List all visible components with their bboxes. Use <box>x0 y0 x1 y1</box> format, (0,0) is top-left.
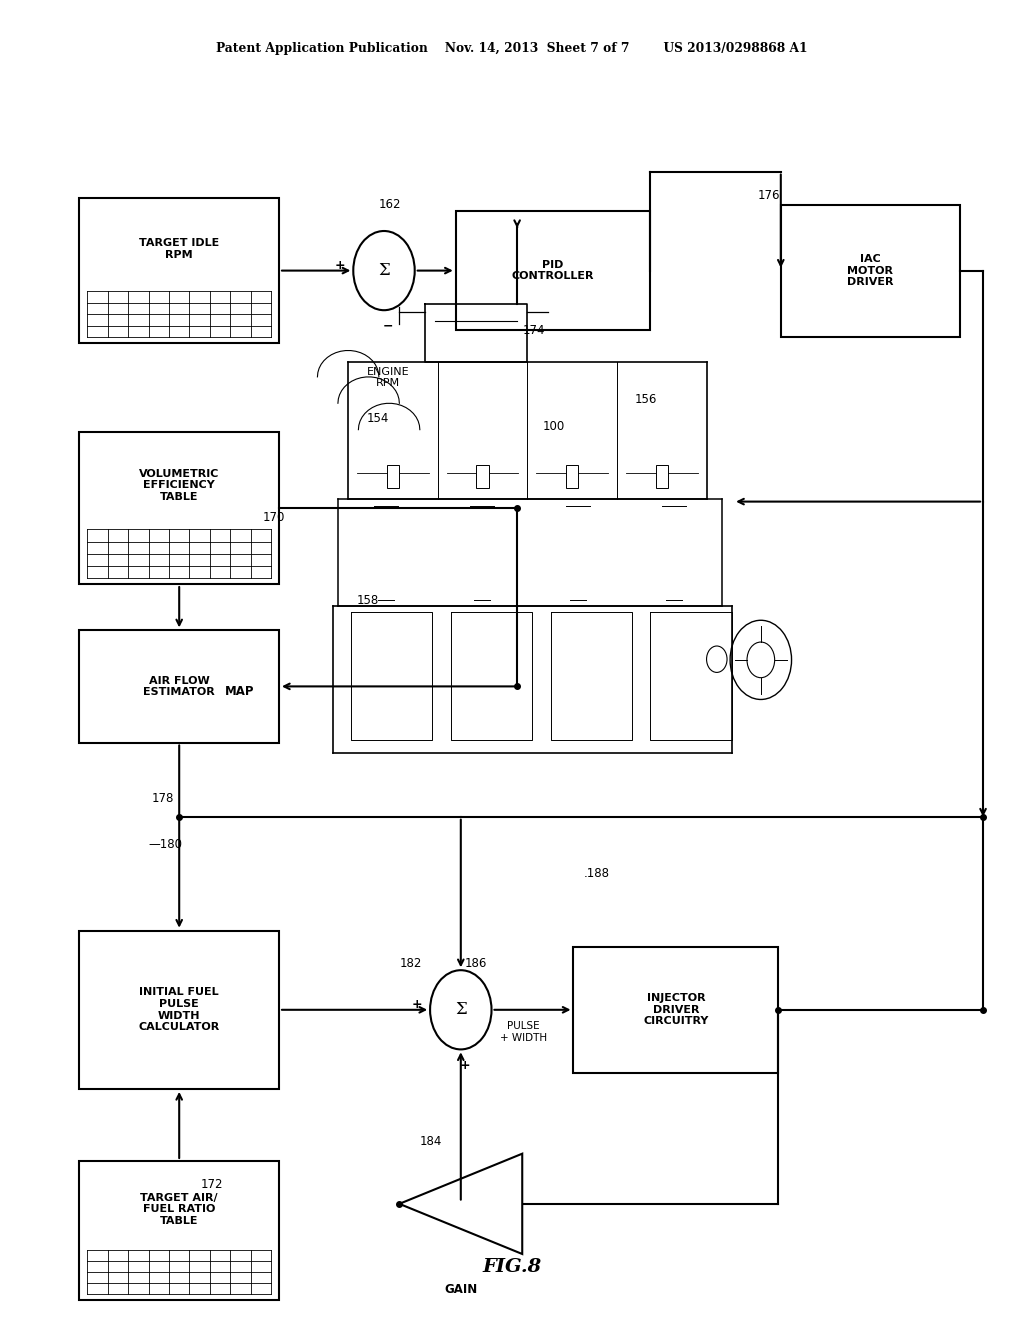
Text: +: + <box>412 998 422 1011</box>
Circle shape <box>353 231 415 310</box>
Text: PID
CONTROLLER: PID CONTROLLER <box>512 260 594 281</box>
Bar <box>79 1162 279 1299</box>
Text: Σ: Σ <box>455 1002 467 1018</box>
Text: TARGET AIR/
FUEL RATIO
TABLE: TARGET AIR/ FUEL RATIO TABLE <box>140 1193 218 1226</box>
Text: FIG.8: FIG.8 <box>482 1258 542 1276</box>
Bar <box>573 948 778 1072</box>
Text: INJECTOR
DRIVER
CIRCUITRY: INJECTOR DRIVER CIRCUITRY <box>643 993 709 1027</box>
Text: 162: 162 <box>379 198 401 211</box>
Polygon shape <box>399 1154 522 1254</box>
Text: ENGINE
RPM: ENGINE RPM <box>367 367 410 388</box>
Text: 176: 176 <box>758 189 780 202</box>
Bar <box>387 465 399 488</box>
Text: 172: 172 <box>201 1177 223 1191</box>
Text: +: + <box>460 1059 470 1072</box>
Text: 186: 186 <box>465 957 487 970</box>
Bar <box>655 465 668 488</box>
Bar <box>79 631 279 742</box>
Text: —180: —180 <box>148 838 182 851</box>
Text: 174: 174 <box>522 323 545 337</box>
Text: TARGET IDLE
RPM: TARGET IDLE RPM <box>139 238 219 260</box>
Text: .188: .188 <box>584 867 609 880</box>
Text: IAC
MOTOR
DRIVER: IAC MOTOR DRIVER <box>847 253 894 288</box>
Bar <box>476 465 488 488</box>
Text: 182: 182 <box>399 957 422 970</box>
Text: 178: 178 <box>152 792 174 805</box>
Text: −: − <box>383 319 393 333</box>
Text: Patent Application Publication    Nov. 14, 2013  Sheet 7 of 7        US 2013/029: Patent Application Publication Nov. 14, … <box>216 42 808 55</box>
Bar <box>79 931 279 1089</box>
Text: 184: 184 <box>420 1135 442 1148</box>
Bar <box>323 304 835 792</box>
Bar <box>79 198 279 343</box>
Bar <box>79 433 279 583</box>
Circle shape <box>430 970 492 1049</box>
Text: VOLUMETRIC
EFFICIENCY
TABLE: VOLUMETRIC EFFICIENCY TABLE <box>139 469 219 502</box>
Text: +: + <box>335 259 345 272</box>
Text: 154: 154 <box>367 412 389 425</box>
Text: PULSE
+ WIDTH: PULSE + WIDTH <box>500 1022 547 1043</box>
Text: GAIN: GAIN <box>444 1283 477 1296</box>
Text: 170: 170 <box>262 511 285 524</box>
Text: INITIAL FUEL
PULSE
WIDTH
CALCULATOR: INITIAL FUEL PULSE WIDTH CALCULATOR <box>138 987 220 1032</box>
Text: 158: 158 <box>356 594 379 607</box>
Bar <box>566 465 579 488</box>
Text: MAP: MAP <box>224 685 254 698</box>
Text: AIR FLOW
ESTIMATOR: AIR FLOW ESTIMATOR <box>143 676 215 697</box>
Bar <box>780 205 961 337</box>
Text: Σ: Σ <box>378 263 390 279</box>
Text: 100: 100 <box>543 420 565 433</box>
Text: 156: 156 <box>635 393 657 407</box>
Bar <box>456 211 650 330</box>
